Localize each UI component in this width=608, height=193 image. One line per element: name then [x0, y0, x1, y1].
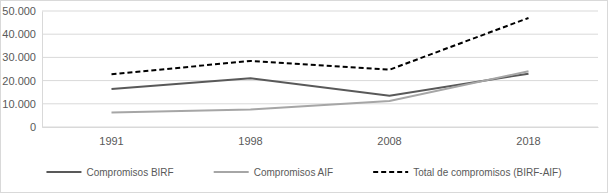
- y-tick: 0: [30, 121, 42, 133]
- x-tick-label: 1998: [238, 135, 262, 147]
- x-axis: 1991 1998 2008 2018: [43, 127, 599, 147]
- legend-label: Compromisos AIF: [254, 167, 333, 178]
- series-line: [112, 71, 529, 112]
- grid: [42, 11, 598, 127]
- grid-line: [42, 80, 598, 81]
- x-tick: 2008: [377, 127, 401, 147]
- y-tick: 20.000: [2, 75, 42, 87]
- grid-line: [42, 127, 598, 128]
- x-axis-line: [43, 127, 599, 128]
- legend-item: Compromisos BIRF: [46, 167, 173, 178]
- legend-swatch: [373, 171, 408, 173]
- y-tick: 50.000: [2, 5, 42, 17]
- grid-line: [42, 103, 598, 104]
- y-tick: 30.000: [2, 51, 42, 63]
- x-tick: 2018: [516, 127, 540, 147]
- x-tick: 1991: [99, 127, 123, 147]
- legend-label: Total de compromisos (BIRF-AIF): [413, 167, 561, 178]
- y-axis-line: [42, 12, 43, 128]
- grid-line: [42, 34, 598, 35]
- legend-item: Compromisos AIF: [214, 167, 333, 178]
- y-tick-label: 50.000: [2, 5, 36, 17]
- x-tick-label: 2018: [516, 135, 540, 147]
- plot: 0 10.000 20.000 30.000 40.000 50.000 1991 1998 2…: [2, 5, 598, 147]
- grid-line: [42, 11, 598, 12]
- legend-item: Total de compromisos (BIRF-AIF): [373, 167, 561, 178]
- y-tick-label: 40.000: [2, 28, 36, 40]
- x-tick-label: 2008: [377, 135, 401, 147]
- x-tick: 1998: [238, 127, 262, 147]
- lines: [112, 18, 529, 112]
- y-axis: 0 10.000 20.000 30.000 40.000 50.000: [2, 5, 42, 133]
- series-line: [112, 18, 529, 74]
- chart-frame: [1, 1, 608, 193]
- y-tick-label: 10.000: [2, 98, 36, 110]
- y-tick-label: 0: [30, 121, 36, 133]
- grid-line: [42, 57, 598, 58]
- y-tick: 10.000: [2, 98, 42, 110]
- x-tick-label: 1991: [99, 135, 123, 147]
- chart: 0 10.000 20.000 30.000 40.000 50.000 1991 1998 2…: [0, 0, 608, 193]
- y-tick: 40.000: [2, 28, 42, 40]
- y-tick-label: 20.000: [2, 75, 36, 87]
- legend: Compromisos BIRF Compromisos AIF Total de …: [46, 167, 561, 178]
- legend-swatch: [46, 171, 81, 173]
- legend-label: Compromisos BIRF: [86, 167, 173, 178]
- y-tick-label: 30.000: [2, 51, 36, 63]
- legend-swatch: [214, 171, 249, 173]
